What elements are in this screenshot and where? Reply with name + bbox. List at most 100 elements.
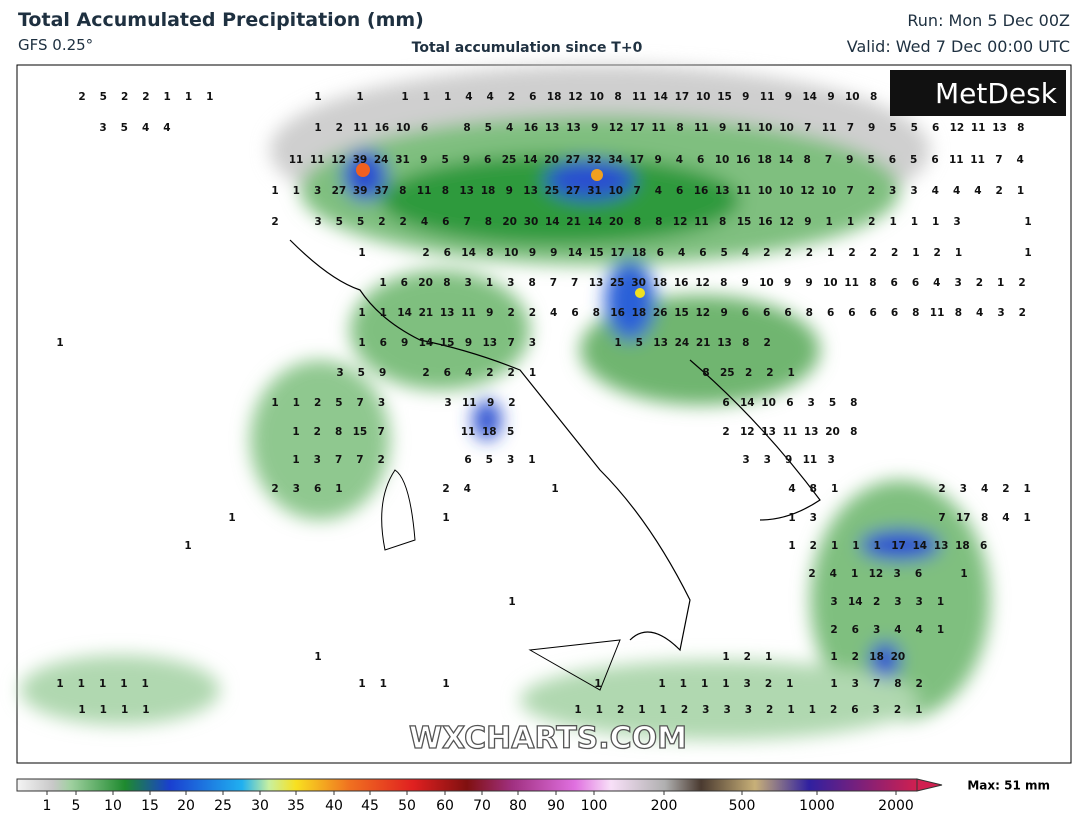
precip-value: 7 (938, 512, 945, 524)
precip-value: 16 (375, 122, 390, 134)
precip-value: 32 (587, 154, 602, 166)
precip-value: 3 (745, 704, 752, 716)
precip-value: 8 (702, 367, 709, 379)
precip-value: 2 (400, 216, 407, 228)
precip-value: 17 (675, 91, 690, 103)
precip-value: 25 (610, 277, 625, 289)
precip-value: 21 (696, 337, 711, 349)
precip-value: 8 (614, 91, 621, 103)
precip-value: 13 (523, 185, 538, 197)
precip-value: 4 (830, 568, 837, 580)
precip-value: 1 (121, 704, 128, 716)
precip-value: 11 (736, 185, 751, 197)
colorbar-tick-label: 70 (473, 798, 491, 814)
precip-value: 3 (507, 277, 514, 289)
precip-value: 13 (761, 426, 776, 438)
precip-value: 11 (783, 426, 798, 438)
precip-value: 1 (594, 678, 601, 690)
precip-value: 13 (589, 277, 604, 289)
precip-value: 14 (802, 91, 817, 103)
precip-value: 9 (827, 91, 834, 103)
precip-value: 12 (950, 122, 965, 134)
precip-value: 10 (845, 91, 860, 103)
precip-value: 3 (830, 596, 837, 608)
precip-value: 6 (786, 397, 793, 409)
precip-value: 2 (830, 704, 837, 716)
precip-value: 3 (960, 483, 967, 495)
colorbar-tick-label: 100 (581, 798, 608, 814)
precip-value: 10 (608, 185, 623, 197)
precip-value: 11 (461, 307, 476, 319)
precip-value: 9 (805, 277, 812, 289)
precip-value: 5 (357, 216, 364, 228)
precip-value: 8 (399, 185, 406, 197)
colorbar-tick-label: 20 (177, 798, 195, 814)
precip-value: 12 (695, 277, 710, 289)
precip-value: 8 (981, 512, 988, 524)
precip-value: 6 (742, 307, 749, 319)
precip-value: 17 (629, 154, 644, 166)
precip-value: 2 (868, 216, 875, 228)
precip-value: 9 (720, 307, 727, 319)
precip-value: 1 (184, 540, 191, 552)
precip-value: 14 (912, 540, 927, 552)
precip-value: 1 (809, 704, 816, 716)
precip-value: 2 (378, 454, 385, 466)
precip-value: 1 (831, 540, 838, 552)
precip-value: 2 (763, 337, 770, 349)
precip-value: 1 (1024, 512, 1031, 524)
precip-value: 34 (608, 154, 623, 166)
colorbar-tick-label: 25 (214, 798, 232, 814)
precip-value: 6 (980, 540, 987, 552)
precip-value: 14 (461, 247, 476, 259)
precip-value: 39 (353, 154, 368, 166)
precip-value: 1 (120, 678, 127, 690)
precip-value: 3 (744, 678, 751, 690)
precip-value: 2 (848, 247, 855, 259)
precip-value: 11 (289, 154, 304, 166)
precip-value: 3 (444, 397, 451, 409)
precip-value: 1 (78, 678, 85, 690)
precip-value: 1 (638, 704, 645, 716)
precip-value: 2 (765, 678, 772, 690)
precip-value: 11 (970, 154, 985, 166)
precip-value: 6 (676, 185, 683, 197)
precip-value: 14 (653, 91, 668, 103)
precip-value: 6 (571, 307, 578, 319)
precip-value: 2 (422, 247, 429, 259)
precip-value: 1 (852, 540, 859, 552)
precip-value: 3 (828, 454, 835, 466)
precip-value: 4 (894, 624, 901, 636)
precip-value: 15 (717, 91, 732, 103)
precip-value: 4 (976, 307, 983, 319)
precip-value: 6 (314, 483, 321, 495)
colorbar-tick-label: 45 (361, 798, 379, 814)
precip-value: 4 (163, 122, 170, 134)
precip-value: 11 (310, 154, 325, 166)
precip-value: 10 (589, 91, 604, 103)
precip-value: 1 (356, 91, 363, 103)
precip-value: 8 (870, 91, 877, 103)
colorbar-tick-label: 90 (547, 798, 565, 814)
precip-value: 10 (821, 185, 836, 197)
colorbar-tick-label: 50 (398, 798, 416, 814)
precip-value: 7 (357, 397, 364, 409)
precip-value: 1 (508, 596, 515, 608)
precip-value: 13 (715, 185, 730, 197)
precip-value: 5 (910, 154, 917, 166)
precip-value: 13 (459, 185, 474, 197)
precip-value: 3 (953, 216, 960, 228)
precip-value: 13 (653, 337, 668, 349)
precip-value: 15 (737, 216, 752, 228)
precip-value: 9 (654, 154, 661, 166)
precip-value: 8 (850, 426, 857, 438)
precip-value: 18 (547, 91, 562, 103)
precip-value: 17 (891, 540, 906, 552)
precip-value: 1 (915, 704, 922, 716)
precip-value: 3 (852, 678, 859, 690)
precip-value: 3 (507, 454, 514, 466)
precip-value: 1 (271, 397, 278, 409)
precip-value: 2 (336, 122, 343, 134)
precip-value: 37 (374, 185, 389, 197)
precip-value: 2 (766, 367, 773, 379)
